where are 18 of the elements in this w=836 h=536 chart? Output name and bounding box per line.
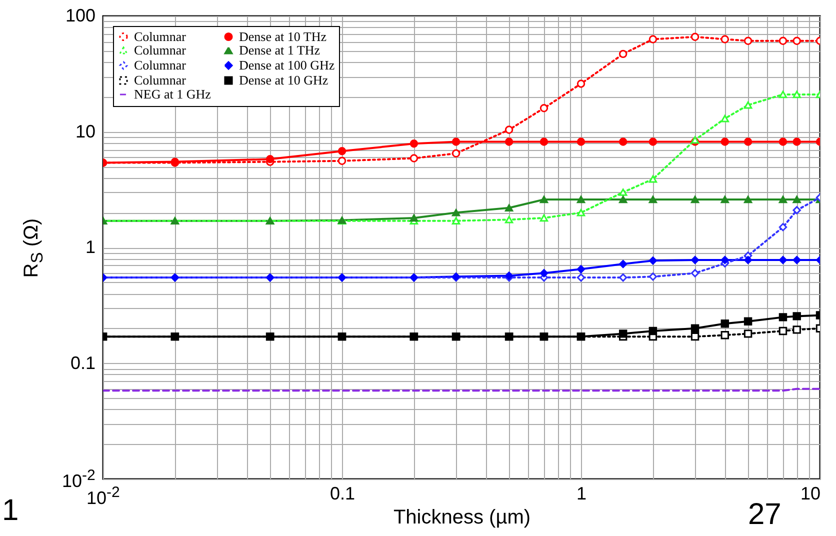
x-axis-title: Thickness (µm): [393, 506, 531, 528]
legend-label: Columnar: [134, 42, 187, 58]
y-tick-label: 1: [85, 237, 96, 257]
legend-label: NEG at 1 GHz: [134, 86, 212, 102]
y-tick-label: 10: [75, 121, 96, 142]
text: 27: [748, 498, 782, 531]
y-tick-label: 100: [65, 6, 96, 26]
legend-label: Dense at 10 GHz: [239, 72, 328, 88]
legend-label: Dense at 10 THz: [239, 28, 327, 44]
legend-label: Columnar: [134, 58, 187, 72]
legend-label: Columnar: [134, 28, 187, 44]
y-tick-label: 0.1: [70, 352, 96, 373]
legend-label: Dense at 1 THz: [239, 42, 320, 58]
x-tick-label: 0.1: [330, 484, 356, 504]
x-tick-label: 10: [800, 484, 820, 504]
legend-label: Dense at 100 GHz: [239, 58, 335, 72]
legend-label: Columnar: [134, 72, 187, 88]
x-tick-label: 1: [576, 484, 587, 504]
